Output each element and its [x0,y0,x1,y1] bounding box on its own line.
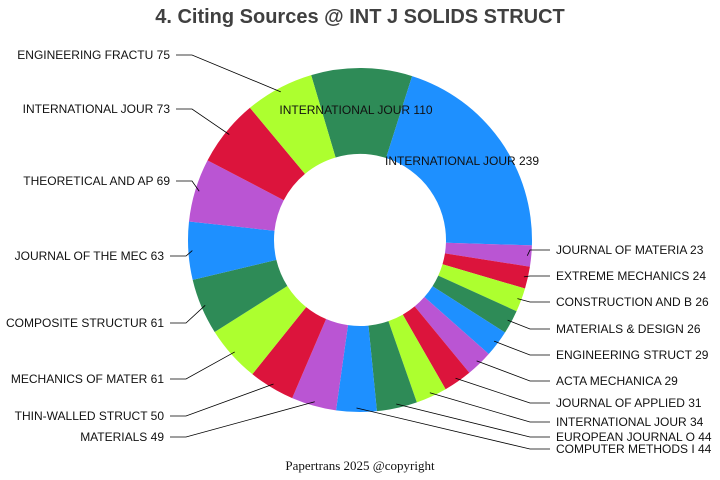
leader-line [170,351,235,380]
donut-slice [192,259,288,332]
copyright-footer: Papertrans 2025 @copyright [285,458,435,473]
donut-slice [188,160,284,231]
slice-label: ENGINEERING FRACTU 75 [17,48,170,62]
leader-line [476,360,550,382]
slice-label: JOURNAL OF APPLIED 31 [556,396,702,410]
slice-label: INTERNATIONAL JOUR 73 [23,102,171,116]
leader-line [429,392,550,423]
leader-line [170,304,206,324]
leader-line [493,340,550,356]
donut-slice [424,286,506,355]
leader-line [396,403,550,438]
slice-label: INTERNATIONAL JOUR 34 [556,415,704,429]
slice-label: JOURNAL OF MATERIA 23 [556,243,704,257]
donut-slice [214,285,307,375]
donut-slice [252,307,327,399]
slice-label: COMPUTER METHODS I 44 [556,442,712,456]
slice-label: COMPOSITE STRUCTUR 61 [6,316,164,330]
slice-label: MATERIALS 49 [80,430,164,444]
slice-label: ACTA MECHANICA 29 [556,374,678,388]
donut-slice [414,297,489,373]
donut-slice [311,67,413,159]
leader-line [356,407,550,450]
slice-label: EUROPEAN JOURNAL O 44 [556,430,712,444]
donut-slice [432,275,517,333]
leader-line [517,298,550,303]
leader-line [176,54,281,93]
slice-label: ENGINEERING STRUCT 29 [556,348,709,362]
donut-slice [442,253,530,289]
slice-label: EXTREME MECHANICS 24 [556,269,706,283]
donut-slice [188,221,277,280]
donut-slice [336,325,377,413]
leader-line [170,250,193,257]
donut-slice [386,76,532,246]
slice-label: INTERNATIONAL JOUR 239 [385,154,539,168]
leader-line [507,319,550,330]
leader-line [170,383,274,417]
donut-slice [292,319,349,411]
donut-slice [402,306,470,390]
donut-slice [207,107,305,201]
donut-slices [188,67,532,413]
slice-label: INTERNATIONAL JOUR 110 [279,103,432,117]
donut-slice [444,242,532,267]
slice-label: THIN-WALLED STRUCT 50 [15,409,165,423]
leader-line [523,275,550,278]
donut-slice [438,264,526,312]
leader-line [176,108,230,135]
slice-label: THEORETICAL AND AP 69 [23,174,170,188]
donut-slice [249,75,336,174]
slice-labels: INTERNATIONAL JOUR 110 INTERNATIONAL JOUR… [6,48,712,456]
donut-slice [368,321,417,412]
slice-label: MATERIALS & DESIGN 26 [556,322,701,336]
leader-line [170,401,315,438]
donut-slice [388,314,446,403]
slice-label: CONSTRUCTION AND B 26 [556,295,709,309]
leader-line [526,249,550,256]
leader-line [176,180,200,192]
chart-title: 4. Citing Sources @ INT J SOLIDS STRUCT [155,6,565,28]
slice-label: MECHANICS OF MATER 61 [11,372,164,386]
slice-label: JOURNAL OF THE MEC 63 [15,249,165,263]
leader-line [455,377,550,404]
leader-lines [170,54,550,450]
